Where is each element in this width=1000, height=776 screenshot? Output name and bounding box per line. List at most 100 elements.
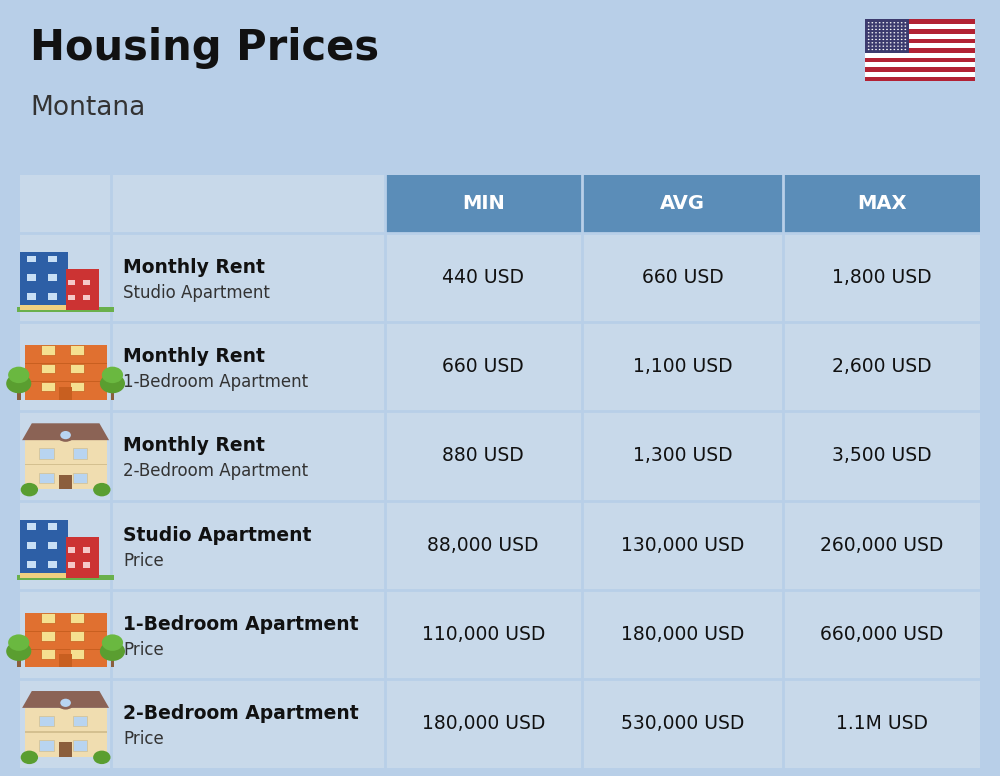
Circle shape bbox=[886, 46, 888, 47]
Bar bbox=[39, 449, 54, 459]
Circle shape bbox=[886, 29, 888, 30]
Bar bbox=[25, 708, 107, 757]
Circle shape bbox=[882, 42, 884, 43]
Text: 1,300 USD: 1,300 USD bbox=[633, 446, 732, 466]
Bar bbox=[59, 654, 72, 667]
Circle shape bbox=[893, 49, 895, 50]
Bar bbox=[48, 275, 57, 281]
Circle shape bbox=[879, 32, 881, 33]
Bar bbox=[865, 77, 975, 81]
Text: Price: Price bbox=[123, 552, 164, 570]
Bar bbox=[111, 389, 114, 400]
Circle shape bbox=[901, 39, 903, 40]
Circle shape bbox=[890, 22, 892, 23]
Bar bbox=[59, 386, 72, 400]
Bar bbox=[865, 43, 975, 48]
Bar bbox=[111, 656, 114, 667]
Bar bbox=[39, 740, 54, 750]
Bar bbox=[27, 523, 36, 530]
Circle shape bbox=[886, 32, 888, 33]
Circle shape bbox=[879, 39, 881, 40]
Circle shape bbox=[890, 39, 892, 40]
Circle shape bbox=[868, 49, 870, 50]
Circle shape bbox=[868, 32, 870, 33]
Circle shape bbox=[871, 22, 873, 23]
Circle shape bbox=[897, 46, 899, 47]
Text: 440 USD: 440 USD bbox=[442, 268, 524, 287]
Circle shape bbox=[890, 46, 892, 47]
Bar bbox=[17, 575, 114, 580]
Circle shape bbox=[8, 366, 29, 383]
Bar bbox=[68, 563, 75, 567]
Circle shape bbox=[60, 431, 71, 439]
Bar bbox=[83, 547, 90, 553]
Circle shape bbox=[879, 22, 881, 23]
Circle shape bbox=[904, 39, 906, 40]
Circle shape bbox=[21, 750, 38, 764]
Bar bbox=[25, 363, 107, 364]
Text: 180,000 USD: 180,000 USD bbox=[422, 714, 545, 733]
Circle shape bbox=[904, 49, 906, 50]
Bar bbox=[48, 293, 57, 300]
Circle shape bbox=[871, 49, 873, 50]
Bar bbox=[20, 305, 68, 310]
Bar bbox=[865, 24, 975, 29]
Bar bbox=[68, 279, 75, 285]
Circle shape bbox=[890, 42, 892, 43]
Bar bbox=[17, 307, 114, 312]
Text: 260,000 USD: 260,000 USD bbox=[820, 535, 943, 555]
Bar bbox=[20, 573, 68, 578]
Bar bbox=[70, 650, 84, 659]
Circle shape bbox=[904, 32, 906, 33]
Text: Monthly Rent: Monthly Rent bbox=[123, 436, 265, 456]
Circle shape bbox=[893, 39, 895, 40]
Text: 660 USD: 660 USD bbox=[642, 268, 723, 287]
Circle shape bbox=[60, 698, 71, 707]
Circle shape bbox=[893, 32, 895, 33]
Circle shape bbox=[100, 374, 125, 393]
Bar bbox=[25, 732, 107, 733]
Circle shape bbox=[882, 29, 884, 30]
Bar bbox=[783, 175, 980, 233]
Text: MAX: MAX bbox=[857, 194, 906, 213]
Text: 130,000 USD: 130,000 USD bbox=[621, 535, 744, 555]
Circle shape bbox=[879, 42, 881, 43]
Bar bbox=[865, 19, 975, 81]
Bar bbox=[865, 48, 975, 53]
Bar bbox=[73, 449, 87, 459]
Circle shape bbox=[21, 483, 38, 497]
Circle shape bbox=[897, 22, 899, 23]
Circle shape bbox=[868, 29, 870, 30]
Bar bbox=[66, 537, 99, 578]
Text: Price: Price bbox=[123, 641, 164, 659]
Circle shape bbox=[868, 42, 870, 43]
Bar bbox=[865, 19, 909, 53]
Bar bbox=[83, 563, 90, 567]
Circle shape bbox=[879, 29, 881, 30]
Bar bbox=[70, 382, 84, 391]
Circle shape bbox=[882, 22, 884, 23]
Bar bbox=[20, 175, 385, 233]
Circle shape bbox=[875, 32, 877, 33]
Circle shape bbox=[868, 39, 870, 40]
Text: 1-Bedroom Apartment: 1-Bedroom Apartment bbox=[123, 373, 308, 391]
Circle shape bbox=[882, 39, 884, 40]
Bar bbox=[27, 542, 36, 549]
Bar bbox=[20, 252, 68, 310]
Circle shape bbox=[871, 39, 873, 40]
Bar bbox=[25, 381, 107, 382]
Text: AVG: AVG bbox=[660, 194, 705, 213]
Circle shape bbox=[901, 46, 903, 47]
Circle shape bbox=[886, 39, 888, 40]
Circle shape bbox=[875, 29, 877, 30]
Text: MIN: MIN bbox=[462, 194, 505, 213]
Bar bbox=[865, 57, 975, 62]
Bar bbox=[73, 740, 87, 750]
Bar bbox=[41, 345, 55, 355]
Circle shape bbox=[901, 32, 903, 33]
Circle shape bbox=[57, 428, 74, 442]
Circle shape bbox=[102, 366, 123, 383]
Text: 180,000 USD: 180,000 USD bbox=[621, 625, 744, 644]
Bar bbox=[70, 363, 84, 373]
Circle shape bbox=[875, 22, 877, 23]
